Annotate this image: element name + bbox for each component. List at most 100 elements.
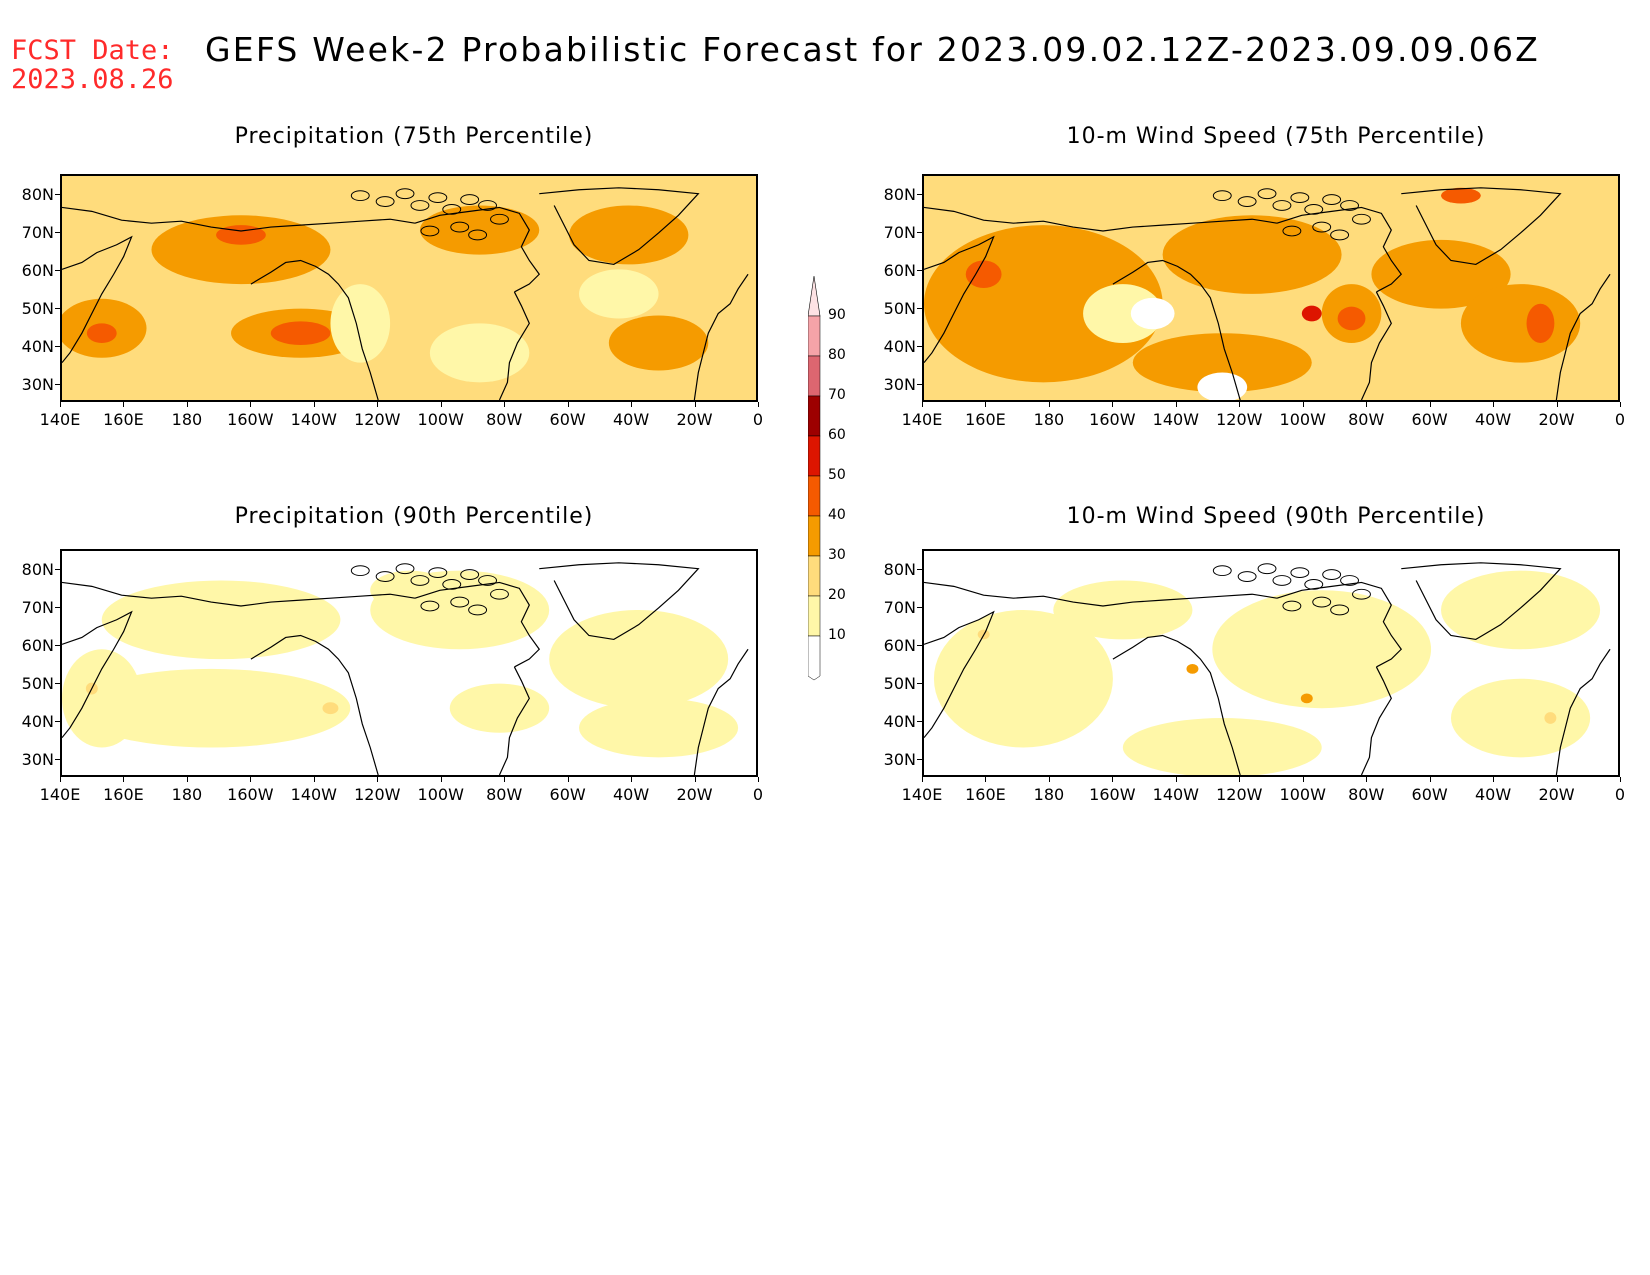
- lat-tick: [917, 194, 922, 195]
- map-precip-75: [60, 174, 758, 402]
- lon-tick: [694, 402, 696, 407]
- lon-label: 80W: [1348, 785, 1385, 804]
- lon-label: 120W: [1216, 410, 1263, 429]
- panel-title-precip-75: Precipitation (75th Percentile): [234, 124, 594, 149]
- contour-blob: [151, 215, 331, 285]
- lon-tick: [1175, 777, 1177, 782]
- lon-tick: [504, 402, 506, 407]
- lat-label: 80N: [883, 560, 916, 579]
- contour-blob: [270, 321, 331, 345]
- lon-tick: [1493, 777, 1495, 782]
- lat-label: 50N: [21, 674, 54, 693]
- lon-label: 60W: [1411, 410, 1448, 429]
- contour-blob: [322, 702, 339, 715]
- map-field: [924, 551, 1618, 775]
- lat-tick: [55, 194, 60, 195]
- lon-tick: [1302, 402, 1304, 407]
- lon-label: 80W: [1348, 410, 1385, 429]
- lon-label: 140W: [290, 410, 337, 429]
- lon-tick: [60, 777, 61, 782]
- lon-label: 180: [171, 785, 203, 804]
- contour-blob: [579, 698, 739, 758]
- lon-label: 160E: [103, 785, 144, 804]
- lon-label: 20W: [1538, 410, 1575, 429]
- coastline: [62, 562, 749, 775]
- lat-tick: [917, 270, 922, 271]
- lat-tick: [55, 569, 60, 570]
- lon-tick: [1493, 402, 1495, 407]
- lon-label: 0: [1614, 410, 1626, 429]
- lat-tick: [917, 569, 922, 570]
- contour-blob: [1450, 678, 1591, 758]
- colorbar-label: 30: [828, 547, 846, 563]
- lon-tick: [1556, 402, 1558, 407]
- colorbar-segment: [807, 555, 821, 597]
- lon-tick: [377, 402, 379, 407]
- lon-tick: [313, 777, 315, 782]
- colorbar-label: 80: [828, 347, 846, 363]
- lat-label: 60N: [21, 636, 54, 655]
- lat-tick: [55, 308, 60, 309]
- lon-label: 180: [171, 410, 203, 429]
- lat-label: 60N: [883, 636, 916, 655]
- lon-label: 100W: [1279, 410, 1326, 429]
- lon-label: 160W: [227, 410, 274, 429]
- lon-tick: [1366, 777, 1368, 782]
- lon-label: 140E: [39, 410, 81, 429]
- lon-tick: [123, 402, 125, 407]
- lon-tick: [186, 777, 188, 782]
- coastline: [62, 187, 749, 400]
- lon-label: 140E: [901, 785, 943, 804]
- contour-blob: [1301, 305, 1322, 322]
- contour-blob: [1526, 303, 1555, 344]
- contour-blob: [1212, 590, 1432, 709]
- contour-blob: [569, 205, 689, 265]
- lon-label: 20W: [1538, 785, 1575, 804]
- lon-tick: [1112, 402, 1114, 407]
- lon-label: 140W: [1152, 410, 1199, 429]
- lon-tick: [922, 777, 923, 782]
- contour-blob: [1371, 239, 1511, 309]
- lat-label: 70N: [21, 223, 54, 242]
- lon-tick: [1556, 777, 1558, 782]
- lon-tick: [377, 777, 379, 782]
- lat-tick: [917, 683, 922, 684]
- lon-tick: [1620, 402, 1621, 407]
- lon-label: 40W: [1474, 410, 1512, 429]
- lat-label: 30N: [883, 375, 916, 394]
- coastline: [924, 187, 1611, 400]
- lat-tick: [55, 645, 60, 646]
- contour-blob: [1300, 693, 1313, 704]
- lon-label: 60W: [549, 785, 586, 804]
- lat-label: 30N: [21, 750, 54, 769]
- contour-blob: [549, 609, 729, 709]
- lon-label: 140W: [290, 785, 337, 804]
- colorbar-segment: [807, 475, 821, 517]
- colorbar-segment: [807, 515, 821, 557]
- lon-tick: [440, 777, 442, 782]
- lon-tick: [567, 777, 569, 782]
- lat-tick: [55, 683, 60, 684]
- lon-label: 100W: [417, 410, 464, 429]
- lat-label: 30N: [883, 750, 916, 769]
- lat-tick: [917, 645, 922, 646]
- colorbar-label: 70: [828, 387, 846, 403]
- lat-tick: [55, 721, 60, 722]
- contour-blob: [330, 284, 391, 363]
- forecast-date-value: 2023.08.26: [11, 64, 174, 95]
- lon-tick: [1366, 402, 1368, 407]
- lat-tick: [55, 346, 60, 347]
- lon-label: 120W: [354, 785, 401, 804]
- lon-label: 40W: [612, 410, 650, 429]
- lon-tick: [250, 402, 252, 407]
- lon-tick: [1239, 777, 1241, 782]
- lon-tick: [313, 402, 315, 407]
- lon-label: 100W: [417, 785, 464, 804]
- contour-blob: [1130, 297, 1175, 330]
- lon-tick: [758, 402, 759, 407]
- lon-label: 0: [752, 410, 764, 429]
- lon-label: 0: [1614, 785, 1626, 804]
- colorbar-segment: [807, 595, 821, 637]
- contour-blob: [1441, 187, 1481, 204]
- contour-blob: [965, 260, 1002, 288]
